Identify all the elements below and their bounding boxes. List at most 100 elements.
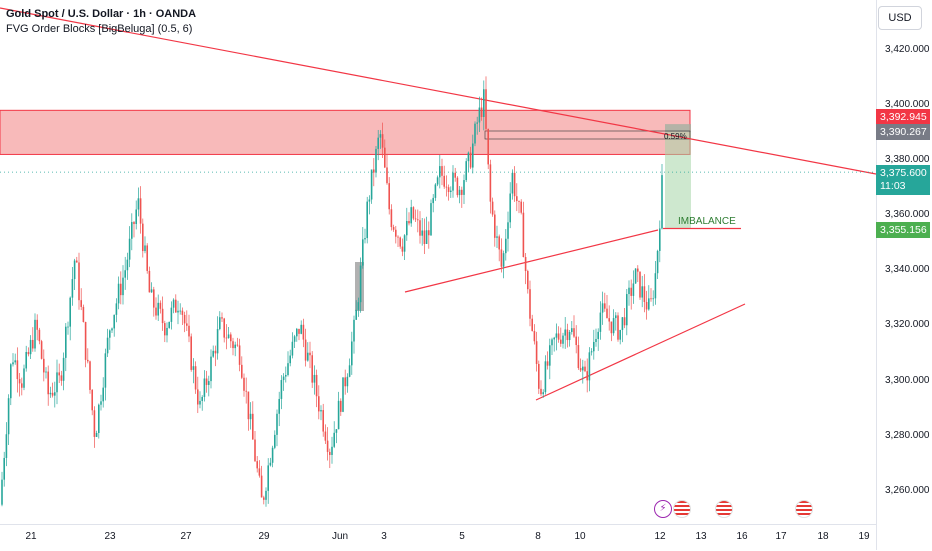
candle-body xyxy=(575,336,577,346)
candle-body xyxy=(197,389,199,405)
candle-body xyxy=(230,334,232,342)
imbalance-price-tag: 3,355.156 xyxy=(876,222,930,238)
candle-body xyxy=(498,236,500,250)
candle-body xyxy=(560,339,562,344)
chart-canvas[interactable]: IMBALANCE 0.59% xyxy=(0,0,876,524)
candle-body xyxy=(47,371,49,395)
indicator-label[interactable]: FVG Order Blocks [BigBeluga] (0.5, 6) xyxy=(6,23,193,35)
candle-body xyxy=(535,341,538,364)
candle-body xyxy=(549,345,551,366)
candle-body xyxy=(502,253,505,267)
candle-body xyxy=(340,400,342,412)
candle-body xyxy=(604,303,606,309)
candle-body xyxy=(463,180,465,195)
candle-body xyxy=(597,331,599,339)
candle-body xyxy=(476,122,478,124)
candle-body xyxy=(333,432,335,447)
time-axis[interactable] xyxy=(0,524,876,551)
price-tick-label: 3,380.000 xyxy=(885,153,930,165)
price-tick-label: 3,400.000 xyxy=(885,98,930,110)
candle-body xyxy=(23,368,25,388)
candle-body xyxy=(315,374,318,397)
candle-body xyxy=(54,392,56,396)
candle-body xyxy=(274,434,276,448)
candle-body xyxy=(652,298,654,300)
candle-body xyxy=(648,298,650,310)
candle-body xyxy=(326,440,329,452)
time-tick-label: 12 xyxy=(654,531,666,542)
candle-body xyxy=(579,368,582,371)
candle-body xyxy=(582,366,584,371)
candle-body xyxy=(271,447,274,463)
candle-body xyxy=(562,335,564,344)
candle-body xyxy=(425,230,428,244)
candle-body xyxy=(641,286,643,298)
price-tick-label: 3,260.000 xyxy=(885,484,930,496)
candle-body xyxy=(36,319,38,330)
price-tick-label: 3,320.000 xyxy=(885,319,930,331)
candle-body xyxy=(131,222,133,239)
candle-body xyxy=(557,333,560,340)
candle-body xyxy=(49,392,52,395)
candle-body xyxy=(355,309,357,320)
candle-body xyxy=(436,177,439,185)
candle-body xyxy=(179,310,181,312)
price-tick-label: 3,280.000 xyxy=(885,429,930,441)
candle-body xyxy=(544,361,547,393)
candle-body xyxy=(491,201,494,215)
candle-body xyxy=(573,328,575,337)
candle-body xyxy=(168,321,170,328)
symbol-title[interactable]: Gold Spot / U.S. Dollar · 1h · OANDA xyxy=(6,8,197,20)
candle-body xyxy=(212,350,214,357)
candle-body xyxy=(542,392,544,395)
time-tick-label: 17 xyxy=(775,531,787,542)
candle-body xyxy=(375,148,377,173)
us-flag-icon[interactable] xyxy=(795,500,813,518)
candle-body xyxy=(430,203,432,236)
candle-body xyxy=(144,245,146,252)
candle-body xyxy=(362,239,364,266)
candle-body xyxy=(298,328,300,334)
candle-body xyxy=(553,337,555,340)
candle-body xyxy=(69,297,71,327)
candle-body xyxy=(588,352,591,381)
candle-body xyxy=(577,345,580,369)
candle-body xyxy=(43,358,45,373)
price-axis[interactable]: 3,420.000 3,400.000 3,380.000 3,360.000 3,34… xyxy=(876,0,932,550)
candle-body xyxy=(472,143,474,168)
time-tick-label: Jun xyxy=(331,531,349,542)
candle-body xyxy=(300,324,302,334)
candle-body xyxy=(489,164,492,202)
candle-body xyxy=(304,339,307,361)
candle-body xyxy=(366,201,368,239)
candle-body xyxy=(148,270,151,293)
pct-label: 0.59% xyxy=(664,132,687,141)
candle-body xyxy=(529,289,531,319)
candle-body xyxy=(256,461,258,469)
candle-body xyxy=(590,351,593,353)
us-flag-icon[interactable] xyxy=(673,500,691,518)
candle-body xyxy=(102,387,104,402)
candle-body xyxy=(95,432,98,437)
us-flag-icon[interactable] xyxy=(715,500,733,518)
candle-body xyxy=(142,223,144,252)
candle-body xyxy=(410,207,412,224)
currency-button[interactable]: USD xyxy=(878,6,922,30)
lightning-icon[interactable]: ⚡ xyxy=(654,500,672,518)
candle-body xyxy=(93,410,96,437)
candle-body xyxy=(469,152,472,168)
candle-body xyxy=(650,298,652,300)
candle-body xyxy=(243,377,245,391)
candle-body xyxy=(505,238,507,254)
candle-body xyxy=(210,356,212,382)
fvg-order-block-zone xyxy=(0,109,691,155)
candle-body xyxy=(388,183,390,210)
candle-body xyxy=(617,315,619,340)
candle-body xyxy=(71,279,74,298)
candle-body xyxy=(520,201,522,213)
candle-body xyxy=(269,462,272,466)
candle-body xyxy=(87,359,89,362)
candle-body xyxy=(265,490,267,500)
candle-body xyxy=(7,398,10,435)
candle-body xyxy=(219,317,221,330)
